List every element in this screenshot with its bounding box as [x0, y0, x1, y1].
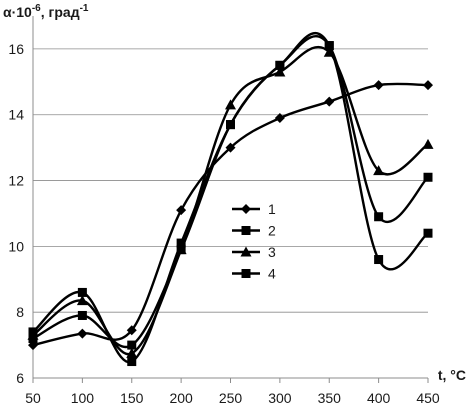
legend-label: 4 [268, 266, 276, 282]
x-tick-label: 150 [120, 390, 144, 405]
y-axis-title: α·10-6, град-1 [3, 3, 89, 20]
legend-swatch-marker [241, 204, 251, 214]
y-axis-title-exp: -6 [32, 3, 41, 14]
series-4-point [28, 327, 38, 337]
series-3-point [323, 46, 335, 57]
series-3-point [422, 138, 434, 149]
legend-swatch-marker [240, 246, 252, 257]
y-axis-title-main: α·10 [3, 4, 32, 20]
series-4-point [423, 172, 433, 182]
series-2 [28, 31, 433, 350]
series-2-point [374, 255, 384, 265]
series-1-line [31, 82, 430, 347]
y-tick-label: 16 [8, 41, 24, 57]
x-tick-label: 400 [367, 390, 391, 405]
series-3-line [31, 45, 430, 356]
series-1-point [176, 205, 187, 216]
series-4-point [127, 357, 137, 367]
series-3-point [76, 295, 88, 306]
x-tick-label: 200 [169, 390, 193, 405]
series-3-point [126, 347, 138, 358]
legend-swatch-marker [241, 269, 251, 278]
y-axis-title-unit: , град [41, 4, 80, 20]
legend: 1 2 3 4 [232, 201, 276, 282]
legend-swatch-marker [241, 226, 251, 235]
series-4-point [275, 60, 285, 70]
y-tick-label: 14 [8, 107, 24, 123]
legend-item-3: 3 [232, 244, 276, 260]
legend-item-4: 4 [232, 266, 276, 282]
series-4-line [31, 35, 430, 364]
y-axis-title-unit-exp: -1 [80, 3, 89, 14]
series-1-point [225, 142, 236, 153]
legend-label: 2 [268, 223, 276, 239]
x-tick-label: 450 [416, 390, 440, 405]
x-tick-label: 250 [219, 390, 243, 405]
series-1-point [274, 113, 285, 124]
series-1-point [77, 328, 88, 339]
series-1-point [423, 80, 433, 91]
x-axis-title: t, °C [438, 367, 466, 383]
series-1 [28, 80, 433, 351]
series-1-point [126, 325, 137, 336]
series-4-point [374, 212, 384, 222]
series-2-point [77, 310, 87, 320]
series-3-point [274, 66, 286, 77]
series-1-point [373, 80, 384, 91]
y-tick-label: 12 [8, 173, 24, 189]
series-1-point [324, 96, 335, 107]
legend-label: 1 [268, 201, 276, 217]
x-tick-label: 350 [318, 390, 342, 405]
series-4-point [176, 238, 186, 248]
series-2-point [423, 228, 433, 238]
series-group [27, 31, 434, 367]
legend-item-2: 2 [232, 223, 276, 239]
x-tick-label: 300 [268, 390, 292, 405]
series-3-point [225, 99, 236, 110]
y-tick-label: 8 [16, 304, 24, 320]
x-tick-label: 50 [25, 390, 41, 405]
y-tick-label: 10 [8, 238, 24, 254]
series-4-point [324, 41, 334, 51]
legend-label: 3 [268, 244, 276, 260]
y-tick-label: 6 [16, 370, 24, 386]
series-4 [28, 35, 433, 367]
legend-item-1: 1 [232, 201, 276, 217]
series-4-point [77, 287, 87, 297]
series-2-point [127, 340, 137, 350]
x-tick-label: 100 [71, 390, 95, 405]
gridlines [33, 48, 428, 313]
series-4-point [226, 120, 235, 130]
series-3-point [373, 165, 385, 176]
